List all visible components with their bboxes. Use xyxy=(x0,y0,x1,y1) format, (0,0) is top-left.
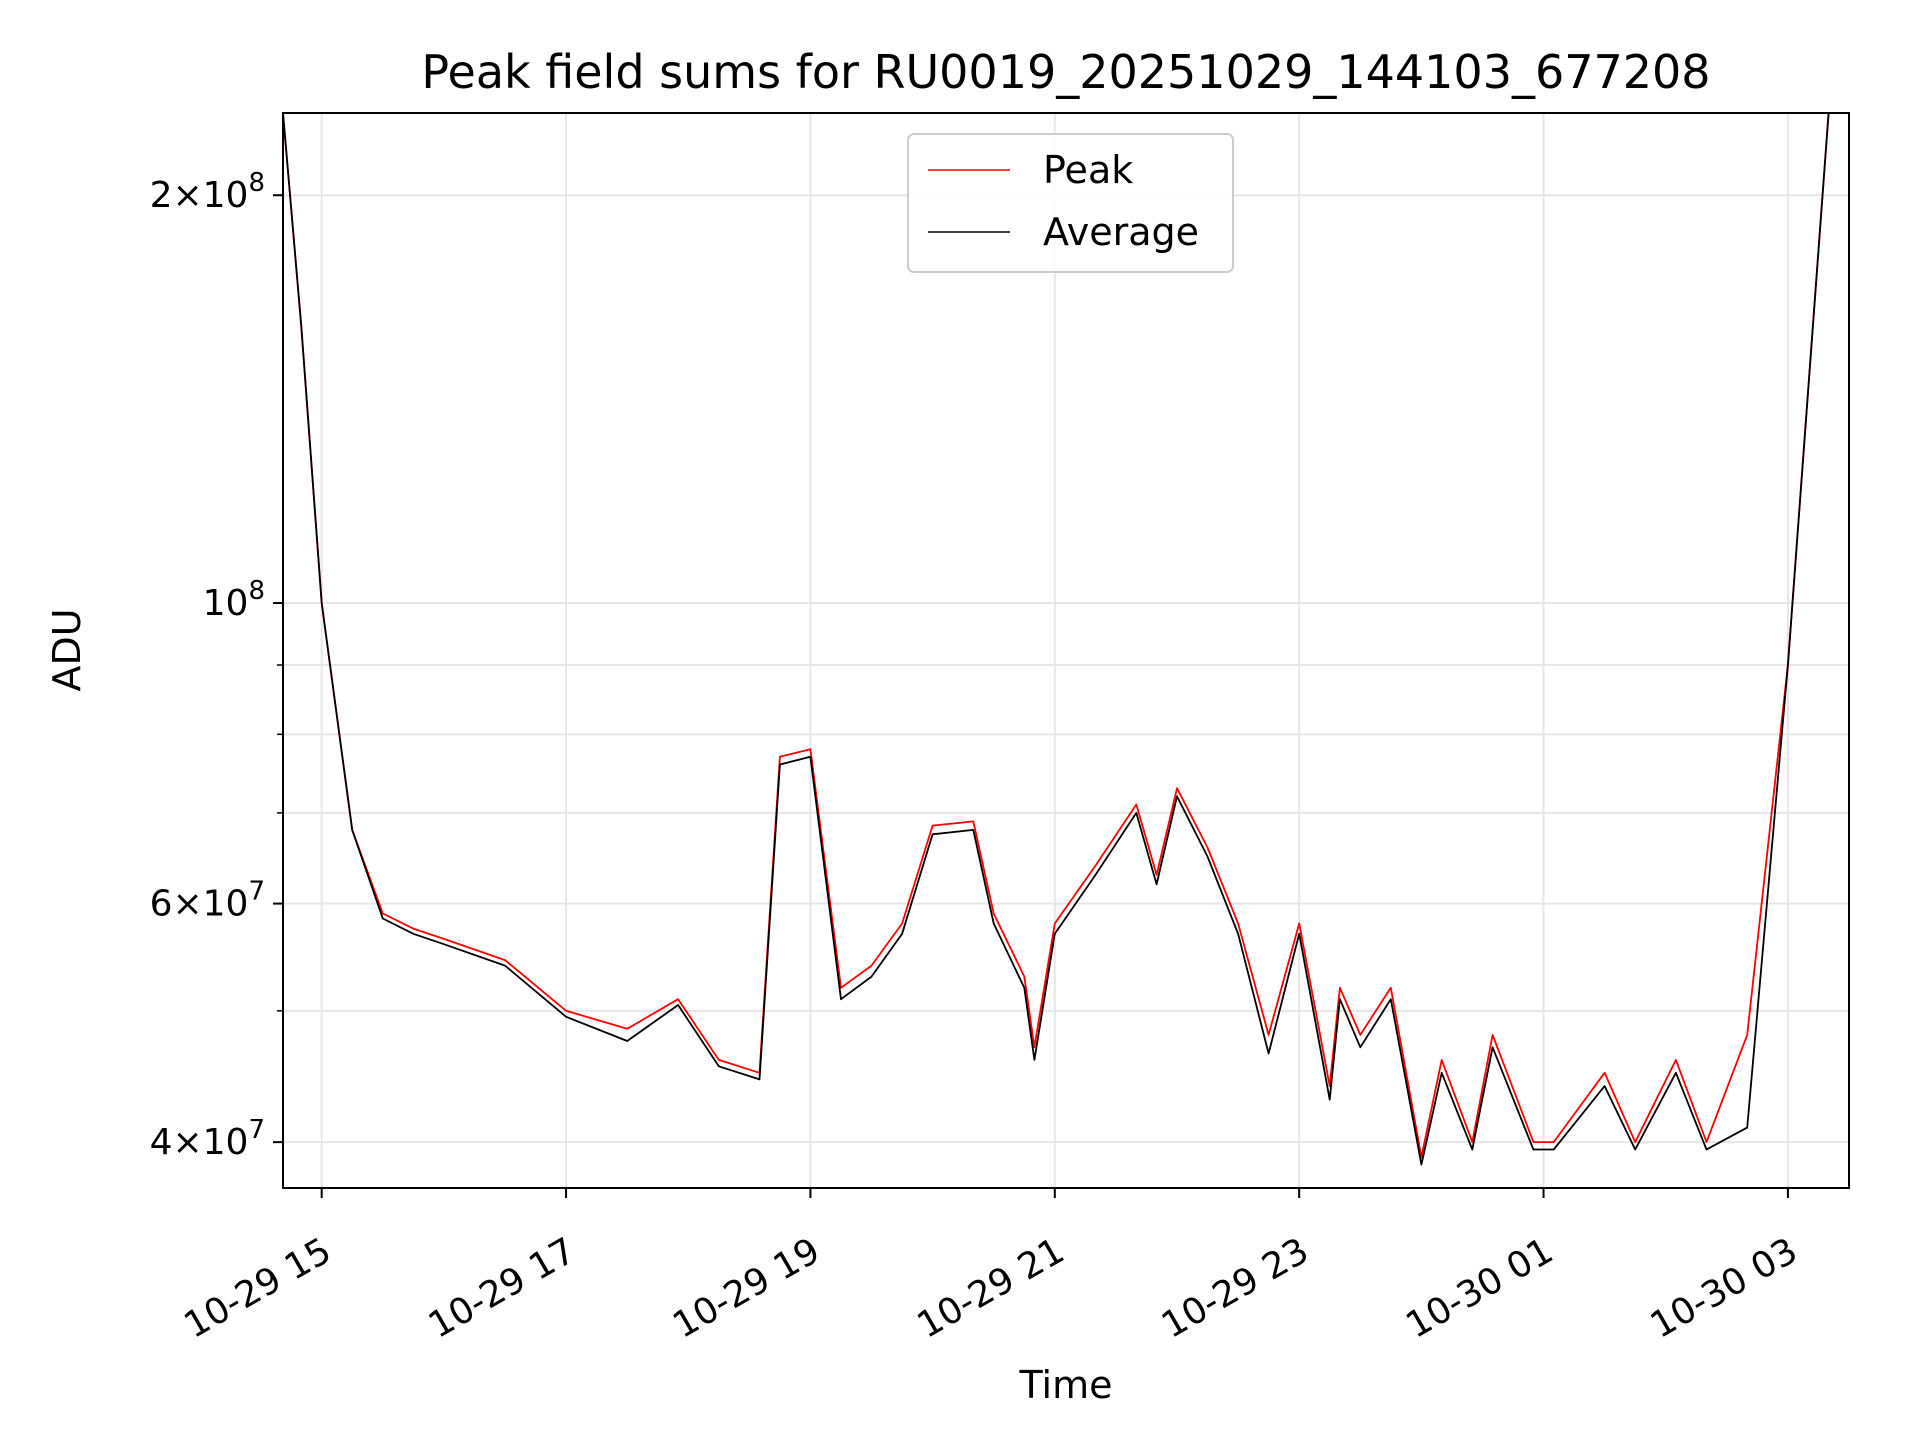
x-axis-title: Time xyxy=(1019,1363,1113,1407)
series-line-average xyxy=(283,113,1830,1166)
legend-label-peak: Peak xyxy=(1043,148,1133,192)
legend: Peak Average xyxy=(907,133,1234,273)
y-tick-label: 2×108 xyxy=(150,168,265,216)
series-line-peak xyxy=(283,113,1830,1158)
y-tick-label: 4×107 xyxy=(150,1115,265,1163)
y-axis: 4×107 6×107 108 2×108 xyxy=(150,168,283,1163)
y-tick-label: 108 xyxy=(203,576,265,624)
series-layer xyxy=(283,113,1830,1166)
legend-label-average: Average xyxy=(1043,210,1199,254)
plot-frame xyxy=(282,112,1850,1189)
y-axis-title: ADU xyxy=(45,608,89,691)
y-tick-label: 6×107 xyxy=(150,877,265,925)
chart-title: Peak field sums for RU0019_20251029_1441… xyxy=(421,45,1710,99)
legend-box xyxy=(907,133,1234,273)
